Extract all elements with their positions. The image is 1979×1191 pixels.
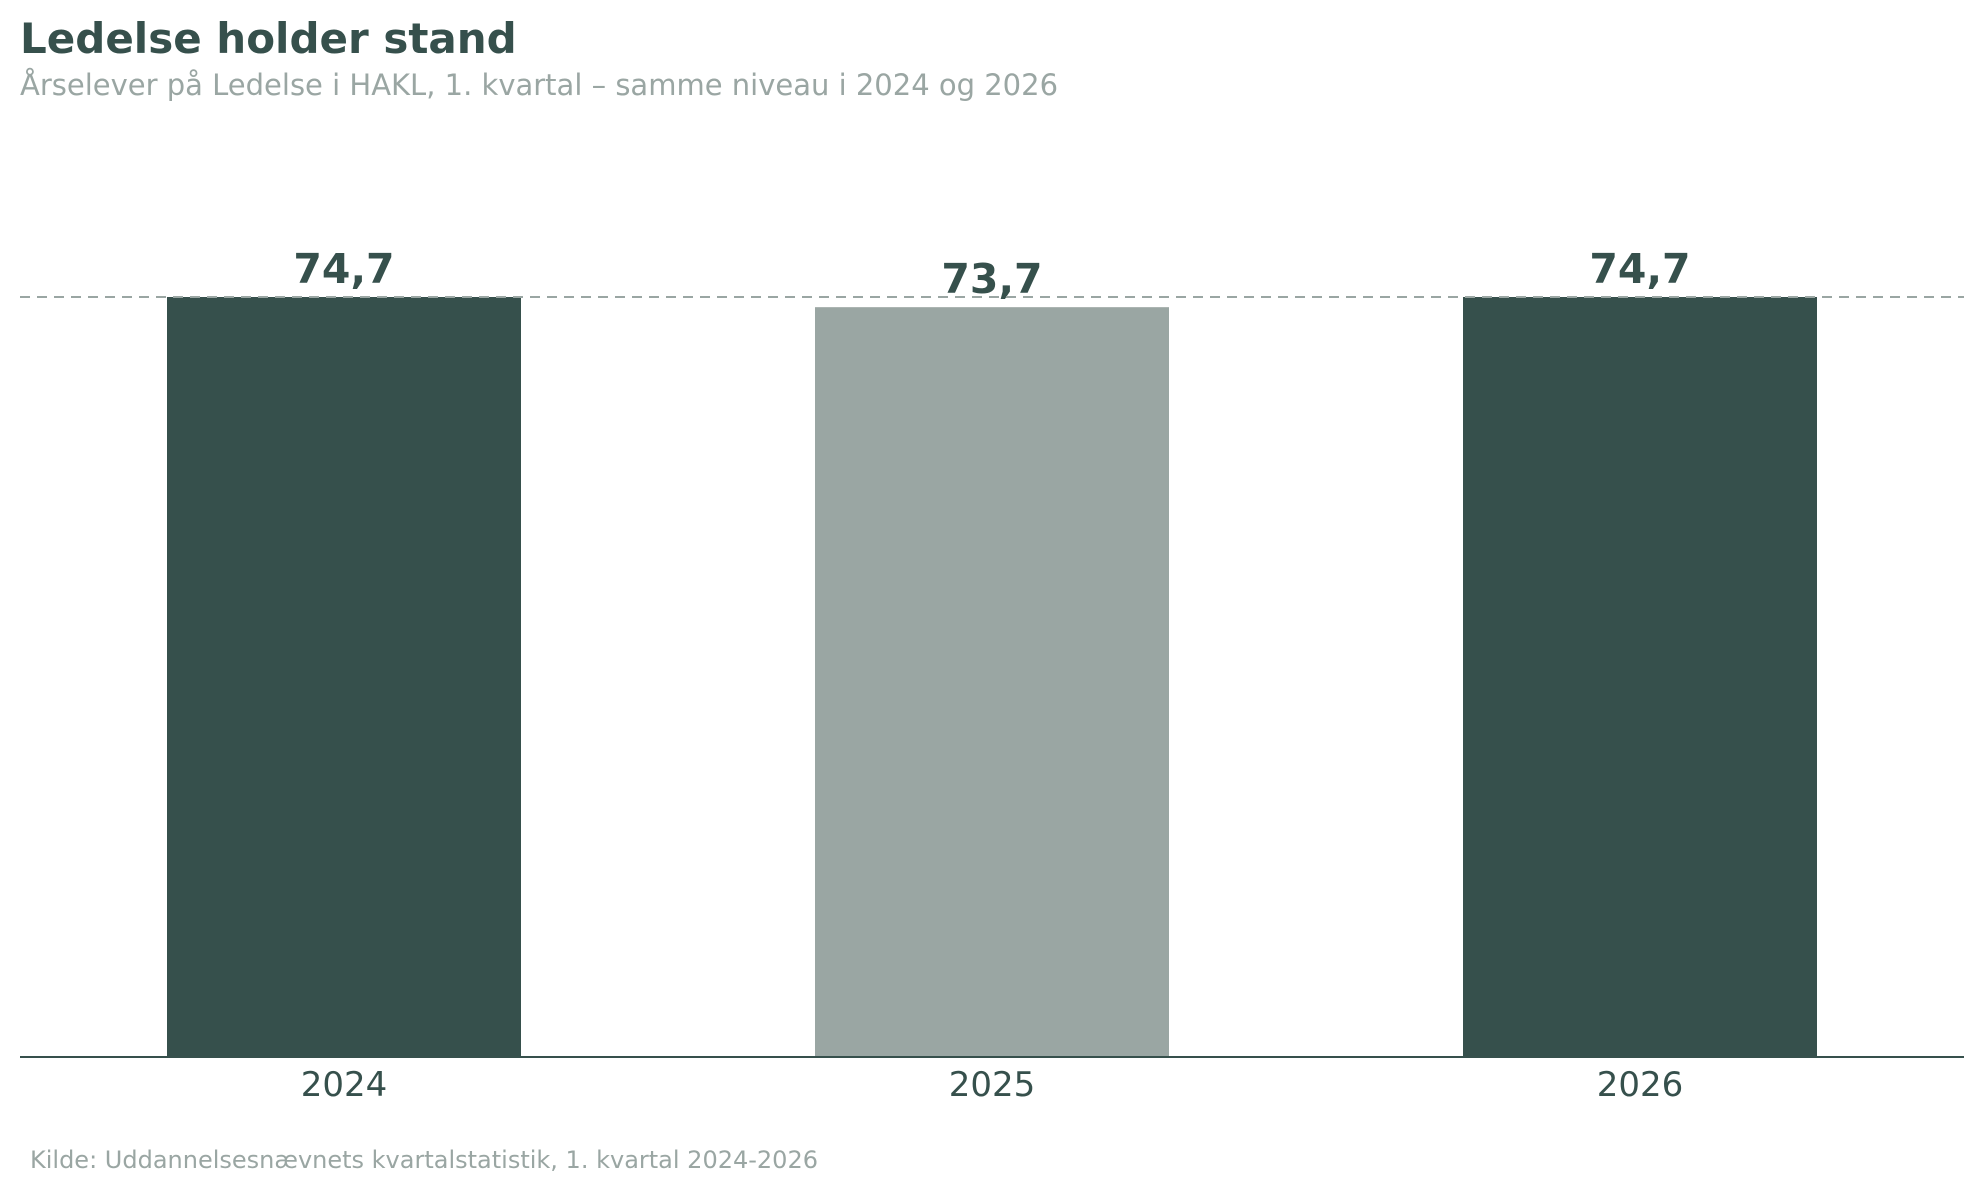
chart-title: Ledelse holder stand xyxy=(20,14,517,63)
bar-2025 xyxy=(815,307,1169,1057)
bar-2024 xyxy=(167,297,521,1057)
value-label-2024: 74,7 xyxy=(293,245,394,293)
bar-2026 xyxy=(1463,297,1817,1057)
x-tick-label-2025: 2025 xyxy=(949,1065,1036,1105)
value-label-2025: 73,7 xyxy=(941,255,1042,303)
x-tick-label-2024: 2024 xyxy=(301,1065,388,1105)
value-label-2026: 74,7 xyxy=(1589,245,1690,293)
source-note: Kilde: Uddannelsesnævnets kvartalstatist… xyxy=(30,1146,818,1174)
chart-subtitle: Årselever på Ledelse i HAKL, 1. kvartal … xyxy=(20,68,1059,102)
x-tick-label-2026: 2026 xyxy=(1597,1065,1684,1105)
